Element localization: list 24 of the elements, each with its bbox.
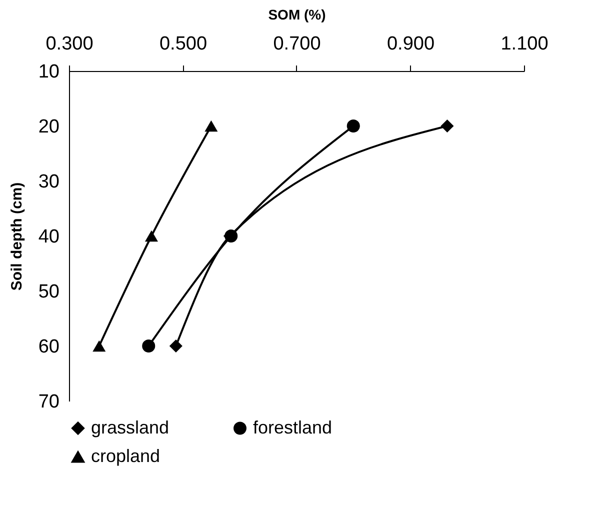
- legend-label: forestland: [253, 417, 332, 438]
- y-tick-label: 70: [38, 392, 60, 412]
- y-tick-label: 30: [38, 172, 60, 192]
- y-tick-label: 60: [38, 336, 60, 358]
- point: [346, 119, 360, 133]
- point: [92, 340, 106, 352]
- y-axis-title: Soil depth (cm): [8, 182, 26, 291]
- point: [142, 339, 156, 353]
- x-tick-label: 0.700: [273, 34, 321, 54]
- y-tick-label: 50: [38, 282, 60, 302]
- point: [169, 339, 182, 353]
- point: [440, 119, 454, 133]
- y-tick-label: 10: [38, 62, 60, 82]
- x-axis-title: SOM (%): [268, 6, 326, 22]
- y-tick-label: 20: [38, 116, 60, 138]
- x-tick-label: 0.900: [386, 34, 435, 54]
- legend-label: grassland: [91, 417, 170, 438]
- legend-label: cropland: [91, 446, 160, 466]
- x-tick-label: 1.100: [500, 34, 548, 54]
- point: [204, 120, 218, 132]
- x-tick-label: 0.300: [46, 34, 94, 54]
- y-tick-label: 40: [38, 226, 60, 248]
- x-tick-label: 0.500: [159, 34, 208, 54]
- point: [144, 230, 158, 242]
